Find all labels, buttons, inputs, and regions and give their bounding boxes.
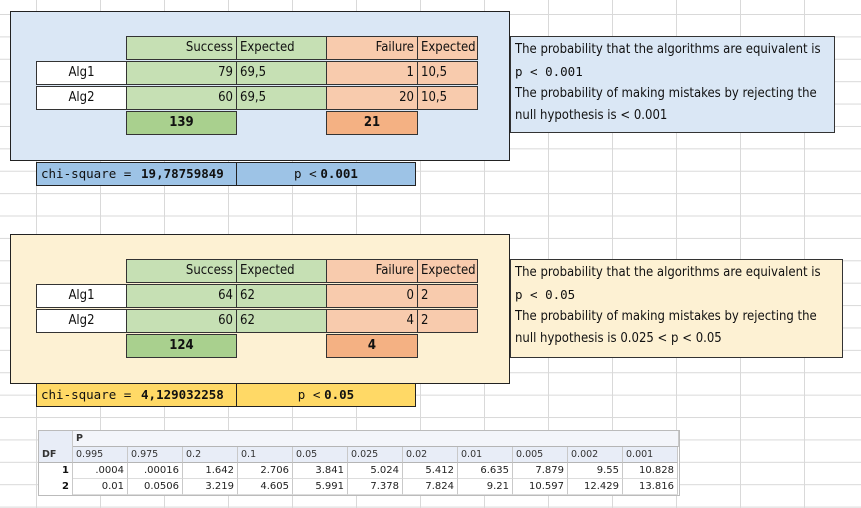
p-label: p < <box>294 166 317 181</box>
row-label-alg2[interactable]: Alg2 <box>36 309 127 333</box>
cell-expected-success-alg2[interactable]: 69,5 <box>236 86 327 110</box>
p-value: 0.05 <box>324 387 355 402</box>
critical-value-cell: 10.828 <box>623 463 678 479</box>
critical-value-cell: 6.635 <box>458 463 513 479</box>
header-expected-failure[interactable]: Expected <box>417 259 478 283</box>
cell-success-alg1[interactable]: 79 <box>126 61 237 85</box>
p-column-header: 0.005 <box>513 447 568 463</box>
total-failure[interactable]: 21 <box>326 111 418 135</box>
cell-failure-alg2[interactable]: 4 <box>326 309 418 333</box>
cell-expected-failure-alg1[interactable]: 10,5 <box>417 61 478 85</box>
header-failure[interactable]: Failure <box>326 36 418 60</box>
cell-failure-alg2[interactable]: 20 <box>326 86 418 110</box>
note-line: p < 0.05 <box>515 287 576 302</box>
p-column-header: 0.001 <box>623 447 678 463</box>
cell-expected-failure-alg2[interactable]: 2 <box>417 309 478 333</box>
chi-square-distribution-table: P DF 0.995 0.975 0.2 0.1 0.05 0.025 0.02 0.01 0.… <box>38 430 680 496</box>
header-success[interactable]: Success <box>126 36 237 60</box>
cell-expected-success-alg1[interactable]: 62 <box>236 284 327 308</box>
cell-expected-success-alg1[interactable]: 69,5 <box>236 61 327 85</box>
critical-value-cell: 9.55 <box>568 463 623 479</box>
header-expected-success[interactable]: Expected <box>236 36 327 60</box>
cell-expected-success-alg2[interactable]: 62 <box>236 309 327 333</box>
total-success[interactable]: 139 <box>126 111 237 135</box>
critical-value-cell: .0004 <box>73 463 128 479</box>
cell-failure-alg1[interactable]: 1 <box>326 61 418 85</box>
row-label-alg1[interactable]: Alg1 <box>36 61 127 85</box>
p-column-header: 0.01 <box>458 447 513 463</box>
critical-value-cell: 5.024 <box>348 463 403 479</box>
cell-success-alg2[interactable]: 60 <box>126 86 237 110</box>
critical-value-cell: 7.824 <box>403 479 458 495</box>
p-column-header: 0.1 <box>238 447 293 463</box>
chi-square-value: 4,129032258 <box>141 387 224 402</box>
p-value-cell-2[interactable]: p < 0.05 <box>236 383 416 407</box>
critical-value-cell: 5.991 <box>293 479 348 495</box>
p-value: 0.001 <box>320 166 358 181</box>
p-column-header: 0.05 <box>293 447 348 463</box>
p-column-header: 0.2 <box>183 447 238 463</box>
cell-success-alg2[interactable]: 60 <box>126 309 237 333</box>
p-label: p < <box>297 387 321 402</box>
interpretation-note-2[interactable]: The probability that the algorithms are … <box>510 259 843 358</box>
critical-value-cell: 1.642 <box>183 463 238 479</box>
header-expected-failure[interactable]: Expected <box>417 36 478 60</box>
critical-value-cell: 9.21 <box>458 479 513 495</box>
p-header: P <box>73 431 679 447</box>
header-expected-success[interactable]: Expected <box>236 259 327 283</box>
chi-square-label: chi-square = <box>41 166 132 181</box>
cell-expected-failure-alg1[interactable]: 2 <box>417 284 478 308</box>
p-column-header: 0.02 <box>403 447 458 463</box>
df-value: 1 <box>39 463 73 479</box>
critical-value-cell: 13.816 <box>623 479 678 495</box>
header-success[interactable]: Success <box>126 259 237 283</box>
critical-value-cell: 0.0506 <box>128 479 183 495</box>
total-failure[interactable]: 4 <box>326 334 418 358</box>
critical-value-cell: 7.378 <box>348 479 403 495</box>
critical-value-cell: .00016 <box>128 463 183 479</box>
note-line: The probability that the algorithms are … <box>515 265 821 280</box>
note-line: null hypothesis is < 0.001 <box>515 108 668 123</box>
critical-value-cell: 3.841 <box>293 463 348 479</box>
row-label-alg2[interactable]: Alg2 <box>36 86 127 110</box>
critical-value-cell: 7.879 <box>513 463 568 479</box>
p-column-header: 0.995 <box>73 447 128 463</box>
p-column-header: 0.975 <box>128 447 183 463</box>
df-value: 2 <box>39 479 73 495</box>
critical-value-cell: 0.01 <box>73 479 128 495</box>
critical-value-cell: 5.412 <box>403 463 458 479</box>
note-line: The probability of making mistakes by re… <box>515 309 817 324</box>
chi-square-cell-1[interactable]: chi-square = 19,78759849 <box>36 162 238 186</box>
critical-value-cell: 4.605 <box>238 479 293 495</box>
note-line: The probability that the algorithms are … <box>515 42 821 57</box>
note-line: p < 0.001 <box>515 64 583 79</box>
header-failure[interactable]: Failure <box>326 259 418 283</box>
chi-square-label: chi-square = <box>41 387 132 402</box>
p-column-header: 0.002 <box>568 447 623 463</box>
p-value-cell-1[interactable]: p < 0.001 <box>236 162 416 186</box>
interpretation-note-1[interactable]: The probability that the algorithms are … <box>510 36 835 133</box>
critical-value-cell: 3.219 <box>183 479 238 495</box>
row-label-alg1[interactable]: Alg1 <box>36 284 127 308</box>
note-line: null hypothesis is 0.025 < p < 0.05 <box>515 331 722 346</box>
chi-square-value: 19,78759849 <box>141 166 224 181</box>
critical-value-cell: 10.597 <box>513 479 568 495</box>
df-header: DF <box>39 447 73 463</box>
cell-expected-failure-alg2[interactable]: 10,5 <box>417 86 478 110</box>
chi-square-cell-2[interactable]: chi-square = 4,129032258 <box>36 383 238 407</box>
critical-value-cell: 2.706 <box>238 463 293 479</box>
critical-value-cell: 12.429 <box>568 479 623 495</box>
note-line: The probability of making mistakes by re… <box>515 86 817 101</box>
cell-failure-alg1[interactable]: 0 <box>326 284 418 308</box>
cell-success-alg1[interactable]: 64 <box>126 284 237 308</box>
p-column-header: 0.025 <box>348 447 403 463</box>
total-success[interactable]: 124 <box>126 334 237 358</box>
